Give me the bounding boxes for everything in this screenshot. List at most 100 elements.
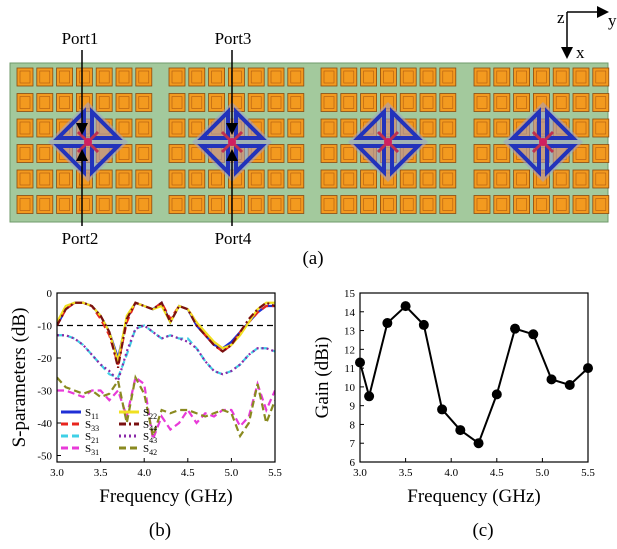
- x-tick-label: 4.0: [137, 467, 151, 479]
- series-line: [360, 306, 588, 443]
- caption: (c): [472, 520, 493, 541]
- feed-point: [384, 138, 392, 146]
- unit-cell: [440, 94, 456, 112]
- unit-cell: [96, 170, 112, 188]
- unit-cell: [321, 68, 337, 86]
- port-label: Port4: [215, 229, 252, 248]
- unit-cell: [341, 119, 357, 137]
- data-point: [474, 438, 484, 448]
- data-point: [382, 318, 392, 328]
- unit-cell: [474, 68, 490, 86]
- data-point: [510, 324, 520, 334]
- unit-cell: [341, 170, 357, 188]
- unit-cell: [76, 68, 92, 86]
- unit-cell: [553, 196, 569, 214]
- port-label: Port2: [62, 229, 99, 248]
- unit-cell: [136, 68, 152, 86]
- x-tick-label: 3.0: [353, 467, 367, 479]
- x-tick-label: 4.5: [490, 467, 504, 479]
- y-axis-label: Gain (dBi): [312, 337, 333, 419]
- unit-cell: [96, 94, 112, 112]
- unit-cell: [96, 68, 112, 86]
- x-tick-label: 3.5: [399, 467, 413, 479]
- feed-point: [228, 138, 236, 146]
- unit-cell: [593, 68, 609, 86]
- unit-cell: [573, 196, 589, 214]
- unit-cell: [514, 68, 530, 86]
- unit-cell: [474, 170, 490, 188]
- unit-cell: [136, 170, 152, 188]
- unit-cell: [380, 196, 396, 214]
- y-axis-label: S-parameters (dB): [9, 308, 30, 448]
- y-tick-label: 9: [350, 401, 356, 413]
- unit-cell: [96, 196, 112, 214]
- x-tick-label: 5.0: [225, 467, 239, 479]
- unit-cell: [17, 119, 33, 137]
- y-tick-label: -40: [37, 418, 52, 430]
- unit-cell: [248, 68, 264, 86]
- unit-cell: [593, 145, 609, 163]
- unit-cell: [494, 68, 510, 86]
- x-tick-label: 4.5: [181, 467, 195, 479]
- unit-cell: [321, 170, 337, 188]
- unit-cell: [248, 170, 264, 188]
- unit-cell: [593, 94, 609, 112]
- data-point: [565, 380, 575, 390]
- data-point: [528, 329, 538, 339]
- unit-cell: [37, 145, 53, 163]
- feed-point: [84, 138, 92, 146]
- data-point: [547, 374, 557, 384]
- unit-cell: [321, 94, 337, 112]
- unit-cell: [420, 119, 436, 137]
- unit-cell: [440, 145, 456, 163]
- unit-cell: [593, 196, 609, 214]
- unit-cell: [494, 94, 510, 112]
- axis-y: y: [608, 11, 617, 30]
- unit-cell: [17, 145, 33, 163]
- port-label: Port3: [215, 29, 252, 48]
- unit-cell: [494, 196, 510, 214]
- y-tick-label: -20: [37, 353, 52, 365]
- unit-cell: [17, 94, 33, 112]
- unit-cell: [533, 68, 549, 86]
- unit-cell: [209, 68, 225, 86]
- data-point: [437, 404, 447, 414]
- unit-cell: [189, 94, 205, 112]
- port-label: Port1: [62, 29, 99, 48]
- y-tick-label: -30: [37, 386, 52, 398]
- unit-cell: [248, 94, 264, 112]
- unit-cell: [573, 170, 589, 188]
- unit-cell: [136, 94, 152, 112]
- axis-z: z: [557, 8, 565, 27]
- y-tick-label: 7: [350, 438, 356, 450]
- unit-cell: [474, 94, 490, 112]
- unit-cell: [361, 68, 377, 86]
- x-tick-label: 3.5: [94, 467, 108, 479]
- unit-cell: [400, 68, 416, 86]
- unit-cell: [440, 170, 456, 188]
- unit-cell: [514, 170, 530, 188]
- unit-cell: [553, 68, 569, 86]
- y-tick-label: -10: [37, 321, 52, 333]
- unit-cell: [116, 94, 132, 112]
- unit-cell: [288, 119, 304, 137]
- unit-cell: [136, 119, 152, 137]
- unit-cell: [57, 94, 73, 112]
- unit-cell: [400, 196, 416, 214]
- x-tick-label: 3.0: [50, 467, 64, 479]
- unit-cell: [37, 94, 53, 112]
- y-tick-label: 0: [47, 288, 53, 300]
- unit-cell: [17, 68, 33, 86]
- unit-cell: [37, 119, 53, 137]
- unit-cell: [440, 196, 456, 214]
- unit-cell: [169, 145, 185, 163]
- unit-cell: [474, 196, 490, 214]
- unit-cell: [288, 68, 304, 86]
- unit-cell: [573, 94, 589, 112]
- caption: (b): [149, 520, 171, 541]
- unit-cell: [288, 145, 304, 163]
- unit-cell: [209, 170, 225, 188]
- unit-cell: [321, 119, 337, 137]
- unit-cell: [116, 196, 132, 214]
- unit-cell: [57, 170, 73, 188]
